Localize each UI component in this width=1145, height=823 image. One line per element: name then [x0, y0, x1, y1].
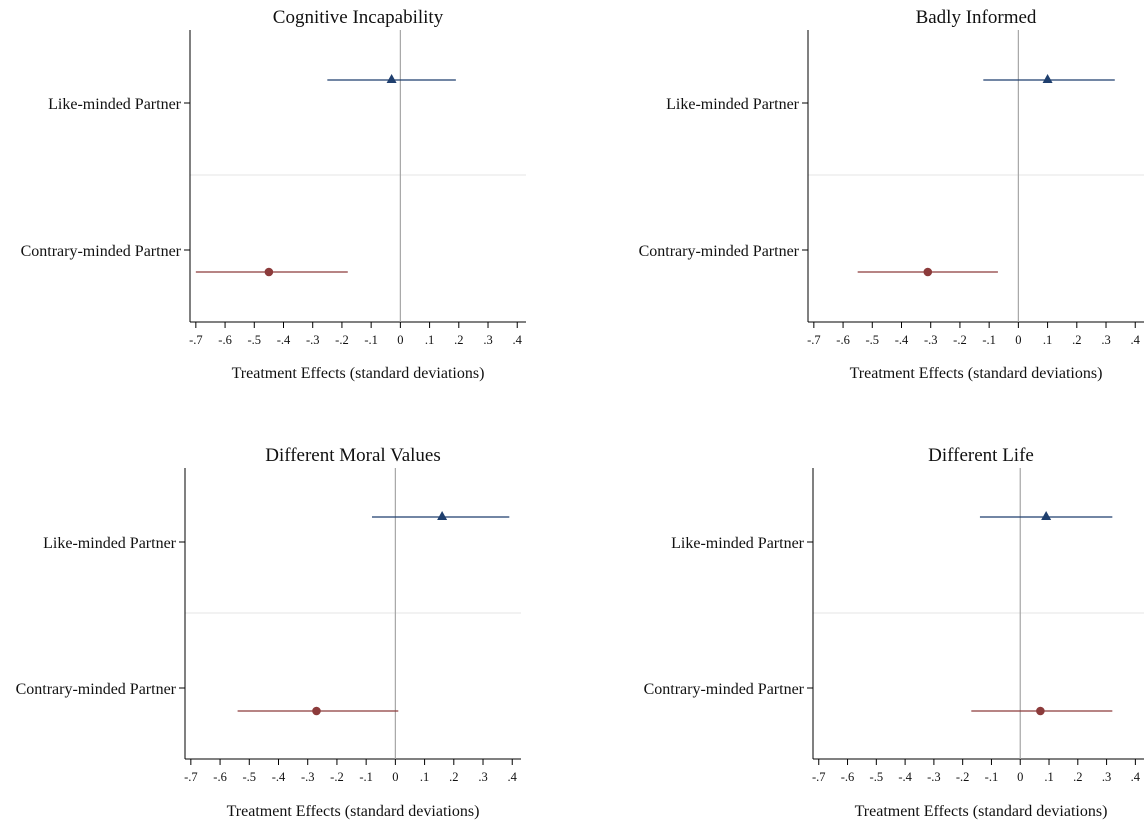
x-tick-label: -.1 — [985, 770, 999, 784]
x-tick-label: 0 — [397, 333, 403, 347]
category-label-like-minded: Like-minded Partner — [48, 96, 182, 113]
x-tick-label: .1 — [1043, 333, 1052, 347]
x-tick-label: -.5 — [243, 770, 257, 784]
x-axis-label: Treatment Effects (standard deviations) — [227, 803, 480, 820]
x-tick-label: .2 — [1072, 333, 1081, 347]
x-tick-label: -.1 — [982, 333, 996, 347]
x-tick-label: .4 — [1131, 333, 1141, 347]
x-tick-label: -.6 — [213, 770, 227, 784]
x-tick-label: 0 — [1015, 333, 1021, 347]
x-tick-label: .3 — [483, 333, 492, 347]
x-tick-label: -.4 — [272, 770, 286, 784]
x-axis-label: Treatment Effects (standard deviations) — [850, 365, 1103, 382]
x-tick-label: -.6 — [836, 333, 850, 347]
plot-area: -.7 -.6 -.5 -.4 -.3 -.2 -.1 0 .1 .2 .3 .4 — [184, 30, 526, 347]
x-tick-label: -.3 — [924, 333, 938, 347]
x-tick-label: .4 — [508, 770, 518, 784]
panel-badly-informed: Badly Informed Treatment Effects (standa… — [639, 7, 1144, 382]
category-label-like-minded: Like-minded Partner — [43, 535, 177, 552]
point-estimate-triangle — [1041, 511, 1052, 520]
x-tick-label: .1 — [1044, 770, 1053, 784]
x-tick-label: .1 — [420, 770, 429, 784]
panel-title: Different Life — [928, 445, 1034, 466]
category-label-contrary-minded: Contrary-minded Partner — [21, 243, 182, 260]
x-tick-label: -.1 — [364, 333, 378, 347]
x-tick-label: -.4 — [277, 333, 291, 347]
panel-title: Cognitive Incapability — [273, 7, 444, 28]
panel-title: Badly Informed — [916, 7, 1037, 28]
x-tick-label: .4 — [513, 333, 523, 347]
panel-cognitive-incapability: Cognitive Incapability Treatment Effects… — [21, 7, 526, 382]
x-axis-label: Treatment Effects (standard deviations) — [855, 803, 1108, 820]
x-tick-label: 0 — [392, 770, 398, 784]
plot-area: -.7 -.6 -.5 -.4 -.3 -.2 -.1 0 .1 .2 .3 .4 — [807, 468, 1144, 784]
x-tick-label: -.7 — [807, 333, 821, 347]
x-tick-label: -.7 — [184, 770, 198, 784]
category-label-like-minded: Like-minded Partner — [671, 535, 805, 552]
x-tick-label: .3 — [1102, 770, 1111, 784]
x-tick-label: 0 — [1017, 770, 1023, 784]
point-estimate-triangle — [437, 511, 448, 520]
x-tick-label: -.6 — [841, 770, 855, 784]
point-estimate-circle — [923, 267, 933, 277]
x-tick-label: -.5 — [248, 333, 262, 347]
x-tick-label: -.4 — [898, 770, 912, 784]
x-tick-label: -.5 — [870, 770, 884, 784]
point-estimate-triangle — [386, 74, 397, 83]
panel-different-life: Different Life Treatment Effects (standa… — [644, 445, 1144, 820]
x-tick-label: -.1 — [359, 770, 373, 784]
x-tick-label: .2 — [1073, 770, 1082, 784]
point-estimate-triangle — [1042, 74, 1053, 83]
x-tick-label: -.3 — [927, 770, 941, 784]
x-tick-label: .2 — [454, 333, 463, 347]
point-estimate-circle — [1036, 706, 1045, 716]
x-tick-label: -.7 — [812, 770, 826, 784]
category-label-contrary-minded: Contrary-minded Partner — [639, 243, 800, 260]
x-tick-label: -.7 — [189, 333, 203, 347]
x-tick-label: .4 — [1131, 770, 1141, 784]
x-tick-label: .3 — [478, 770, 487, 784]
x-tick-label: -.2 — [953, 333, 967, 347]
x-tick-label: -.2 — [335, 333, 349, 347]
plot-area: -.7 -.6 -.5 -.4 -.3 -.2 -.1 0 .1 .2 .3 .4 — [179, 468, 521, 784]
category-label-contrary-minded: Contrary-minded Partner — [644, 681, 805, 698]
x-tick-label: -.2 — [330, 770, 344, 784]
x-tick-label: .2 — [449, 770, 458, 784]
category-label-like-minded: Like-minded Partner — [666, 96, 800, 113]
panel-title: Different Moral Values — [265, 445, 441, 466]
x-tick-label: .1 — [425, 333, 434, 347]
x-tick-label: -.3 — [301, 770, 315, 784]
plot-area: -.7 -.6 -.5 -.4 -.3 -.2 -.1 0 .1 .2 .3 .4 — [802, 30, 1144, 347]
x-tick-label: -.6 — [218, 333, 232, 347]
point-estimate-circle — [264, 267, 274, 277]
x-tick-label: -.5 — [866, 333, 880, 347]
x-axis-label: Treatment Effects (standard deviations) — [232, 365, 485, 382]
x-tick-label: -.2 — [956, 770, 970, 784]
x-tick-label: -.4 — [895, 333, 909, 347]
point-estimate-circle — [312, 706, 321, 716]
x-tick-label: .3 — [1101, 333, 1110, 347]
category-label-contrary-minded: Contrary-minded Partner — [16, 681, 177, 698]
x-tick-label: -.3 — [306, 333, 320, 347]
panel-different-moral-values: Different Moral Values Treatment Effects… — [16, 445, 521, 820]
